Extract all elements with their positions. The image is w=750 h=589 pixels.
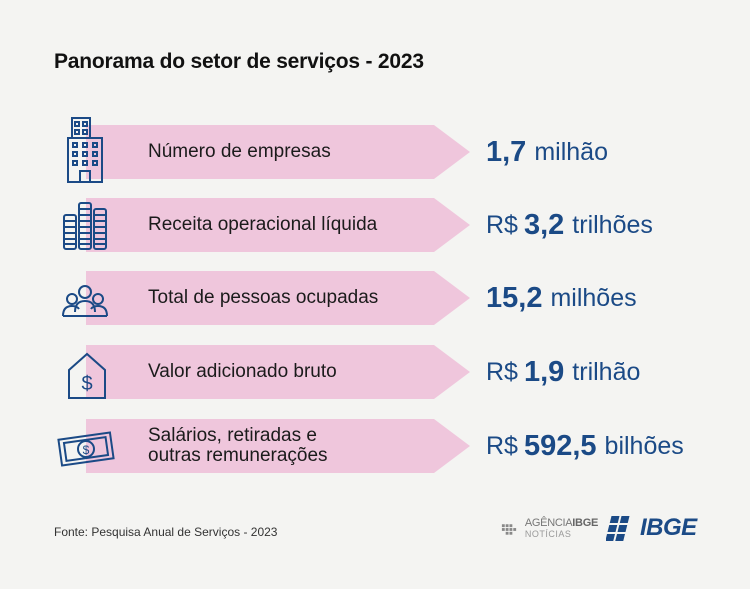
svg-text:$: $ xyxy=(81,373,92,395)
building-icon xyxy=(58,117,112,183)
agencia-top-text: AGÊNCIA xyxy=(524,517,573,529)
stat-row-salaries: $ Salários, retiradas e outras remuneraç… xyxy=(0,416,750,476)
ibge-mark-icon xyxy=(606,516,630,541)
people-group-icon xyxy=(58,272,112,324)
coins-stack-icon xyxy=(58,199,112,251)
agencia-ibge-logo: AGÊNCIAIBGE NOTÍCIAS xyxy=(500,514,598,544)
ibge-logo: IBGE xyxy=(606,512,702,544)
stat-unit: trilhões xyxy=(572,210,653,239)
stat-unit: milhões xyxy=(550,283,637,312)
stat-number: 3,2 xyxy=(523,208,565,241)
svg-text:$: $ xyxy=(83,443,90,457)
stat-value: R$ 3,2 trilhões xyxy=(486,195,653,255)
stat-unit: milhão xyxy=(534,137,608,166)
stat-unit: trilhão xyxy=(572,357,641,386)
stat-value: 1,7 milhão xyxy=(486,122,608,182)
stat-prefix: R$ xyxy=(486,357,518,386)
stat-unit: bilhões xyxy=(604,431,684,460)
stat-row-people: Total de pessoas ocupadas 15,2 milhões xyxy=(0,268,750,328)
stat-value: R$ 1,9 trilhão xyxy=(486,342,640,402)
banknote-icon: $ xyxy=(57,420,115,472)
stat-label: Número de empresas xyxy=(148,141,331,162)
stat-prefix: R$ xyxy=(486,210,518,239)
label-arrow-banner xyxy=(86,419,470,473)
stat-label: Total de pessoas ocupadas xyxy=(148,287,379,308)
stat-label: Valor adicionado bruto xyxy=(148,361,337,382)
stat-number: 1,7 xyxy=(486,135,527,168)
stat-row-gross-value: $ Valor adicionado bruto R$ 1,9 trilhão xyxy=(0,342,750,402)
stat-number: 1,9 xyxy=(523,355,565,388)
label-arrow-banner xyxy=(86,345,470,399)
stat-number: 15,2 xyxy=(486,281,543,314)
label-arrow-banner xyxy=(86,125,470,179)
agencia-mark-icon xyxy=(501,524,517,535)
stat-row-revenue: Receita operacional líquida R$ 3,2 trilh… xyxy=(0,195,750,255)
stat-label: Salários, retiradas e outras remuneraçõe… xyxy=(148,425,328,466)
infographic-title: Panorama do setor de serviços - 2023 xyxy=(54,50,424,73)
stat-row-companies: Número de empresas 1,7 milhão xyxy=(0,117,750,183)
stat-prefix: R$ xyxy=(486,431,518,460)
house-dollar-icon: $ xyxy=(58,346,112,399)
label-arrow-banner xyxy=(86,271,470,325)
agencia-top-bold: IBGE xyxy=(572,517,598,529)
label-arrow-banner xyxy=(86,198,470,252)
stat-value: 15,2 milhões xyxy=(486,268,637,328)
agencia-bottom-text: NOTÍCIAS xyxy=(524,529,572,539)
stat-number: 592,5 xyxy=(523,429,597,462)
stat-value: R$ 592,5 bilhões xyxy=(486,416,684,476)
stat-label: Receita operacional líquida xyxy=(148,214,378,235)
source-note: Fonte: Pesquisa Anual de Serviços - 2023 xyxy=(54,525,278,539)
ibge-logo-text: IBGE xyxy=(640,514,697,541)
